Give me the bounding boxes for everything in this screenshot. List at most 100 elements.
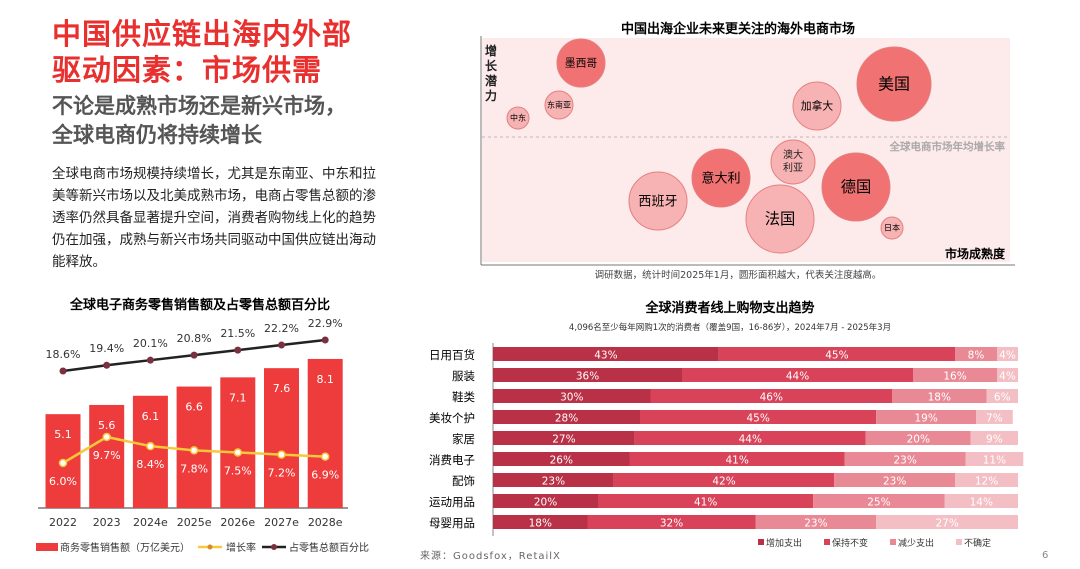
retail-share-label: 20.1% [133, 337, 168, 350]
bubble [745, 184, 815, 254]
chart-title: 全球消费者线上购物支出趋势 [644, 300, 814, 316]
legend-marker [207, 544, 213, 550]
source-note: 来源：Goodsfox，RetailX [420, 551, 561, 562]
legend-label: 占零售总额百分比 [289, 541, 369, 554]
bar-label: 6.6 [185, 401, 203, 414]
stacked-bar-segment [493, 347, 719, 361]
segment-label: 18% [928, 392, 951, 404]
growth-rate-point [233, 448, 243, 457]
x-tick-label: 2027e [264, 516, 299, 529]
stacked-bar-segment [986, 389, 1018, 403]
retail-share-point [103, 361, 111, 369]
segment-label: 23% [542, 476, 565, 488]
bubble-label: 东南亚 [547, 100, 571, 110]
bubble [628, 171, 688, 231]
stacked-bar-segment [965, 452, 1024, 466]
stacked-bar-segment [976, 410, 1013, 424]
bar-label: 7.6 [273, 382, 291, 395]
segment-label: 11% [983, 455, 1006, 467]
growth-rate-point [277, 450, 286, 459]
growth-rate-label: 7.8% [180, 462, 208, 475]
segment-label: 20% [534, 497, 557, 509]
stacked-bar-segment [493, 515, 588, 529]
growth-rate-point [58, 458, 68, 468]
page-subtitle: 不论是成熟市场还是新兴市场， 全球电商仍将持续增长 [52, 92, 346, 150]
y-axis-label: 增长潜力 [485, 44, 498, 103]
x-tick-label: 2025e [177, 516, 212, 529]
bubble-label: 加拿大 [801, 99, 834, 113]
segment-label: 7% [986, 413, 1003, 425]
segment-label: 16% [943, 371, 966, 383]
segment-label: 4% [999, 350, 1016, 362]
stacked-bar-segment [493, 410, 640, 424]
legend-label: 增加支出 [766, 537, 802, 549]
growth-rate-label: 6.0% [49, 475, 77, 488]
subtitle-line: 全球电商仍将持续增长 [52, 123, 262, 147]
stacked-bar-segment [997, 347, 1018, 361]
category-label: 运动用品 [429, 495, 475, 509]
x-tick-label: 2028e [308, 516, 343, 529]
bubble [691, 148, 751, 208]
retail-share-point [190, 351, 198, 359]
stacked-bar-segment [629, 452, 845, 466]
stacked-bar-segment [876, 410, 976, 424]
title-line: 中国供应链出海内外部 [52, 17, 353, 51]
segment-label: 19% [914, 413, 937, 425]
x-tick-label: 2022 [49, 516, 77, 529]
segment-label: 25% [867, 497, 890, 509]
segment-label: 41% [725, 455, 748, 467]
bubble-label: 法国 [765, 210, 796, 228]
segment-label: 12% [975, 476, 998, 488]
retail-share-label: 20.8% [177, 332, 212, 345]
legend-swatch [824, 539, 830, 545]
growth-rate-point [102, 432, 111, 442]
market-bubble-chart: 中国出海企业未来更关注的海外电商市场全球电商市场年均增长率市场成熟度调研数据，统… [480, 21, 1015, 281]
growth-rate-label: 6.9% [311, 469, 339, 482]
stacked-bar-segment [955, 347, 997, 361]
bar [264, 368, 299, 508]
chart-title: 中国出海企业未来更关注的海外电商市场 [621, 21, 855, 37]
category-label: 配饰 [452, 474, 475, 488]
segment-label: 26% [550, 455, 573, 467]
bar-label: 7.1 [229, 391, 247, 404]
legend-swatch [890, 539, 896, 545]
bubble [821, 152, 891, 222]
legend-swatch [956, 539, 962, 545]
stacked-bar-segment [634, 431, 866, 445]
stacked-bar-segment [598, 494, 814, 508]
segment-label: 32% [660, 518, 683, 530]
legend-label: 减少支出 [898, 537, 934, 549]
category-label: 鞋类 [452, 390, 475, 404]
segment-label: 43% [594, 350, 617, 362]
growth-rate-point [146, 441, 155, 451]
bubble-label: 德国 [841, 178, 872, 196]
bubble-label: 意大利 [701, 170, 740, 186]
retail-share-point [146, 356, 154, 364]
stacked-bar-segment [650, 389, 892, 403]
bubble [544, 90, 574, 120]
bar-label: 5.6 [98, 419, 116, 432]
stacked-bar-segment [493, 494, 598, 508]
chart-title: 全球电子商务零售销售额及占零售总额百分比 [69, 297, 330, 313]
bar [220, 377, 256, 508]
growth-rate-label: 7.2% [268, 467, 296, 480]
stacked-bar-segment [493, 389, 651, 403]
chart-subtitle: 4,096名至少每年网购1次的消费者（覆盖9国，16-86岁），2024年7月 … [569, 322, 891, 333]
bubble [792, 81, 842, 131]
retail-share-label: 22.9% [308, 317, 343, 330]
legend-label: 商务零售销售额（万亿美元） [60, 541, 190, 554]
stacked-bar-segment [913, 368, 997, 382]
stacked-bar-segment [718, 347, 955, 361]
segment-label: 9% [986, 434, 1003, 446]
category-label: 日用百货 [429, 348, 475, 362]
stacked-bar-segment [493, 452, 630, 466]
retail-share-label: 21.5% [220, 327, 255, 340]
stacked-bar-segment [834, 473, 955, 487]
segment-label: 23% [883, 476, 906, 488]
segment-label: 6% [994, 392, 1011, 404]
stacked-bar-segment [997, 368, 1018, 382]
stacked-bar-segment [755, 515, 877, 529]
category-label: 消费电子 [429, 453, 475, 467]
legend-label: 增长率 [226, 541, 256, 554]
segment-label: 27% [552, 434, 575, 446]
